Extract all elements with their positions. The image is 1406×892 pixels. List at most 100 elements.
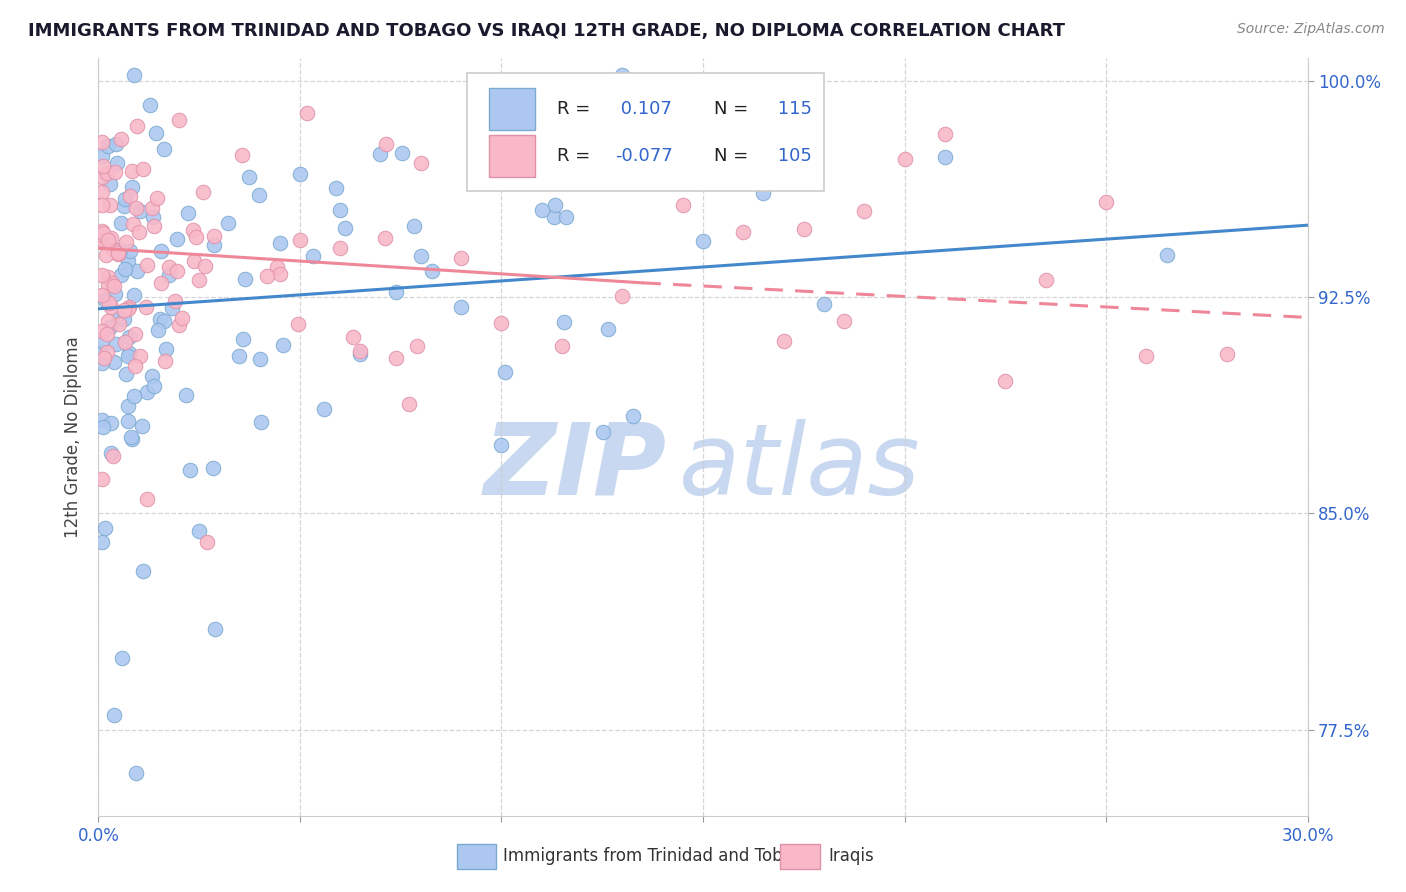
Point	[157, 268, 180, 282]
Point	[107, 245, 129, 260]
Point	[94, 521, 117, 535]
Point	[93, 351, 115, 365]
Point	[110, 268, 132, 283]
Point	[91, 288, 114, 302]
Point	[121, 432, 143, 446]
Point	[91, 232, 114, 246]
Point	[551, 339, 574, 353]
Point	[409, 156, 432, 170]
Point	[97, 139, 120, 153]
Point	[893, 153, 915, 167]
Point	[160, 301, 183, 316]
Point	[125, 201, 148, 215]
Text: R =: R =	[557, 147, 596, 165]
Point	[135, 258, 157, 272]
Text: -0.077: -0.077	[614, 147, 672, 165]
Point	[118, 300, 141, 314]
Point	[117, 414, 139, 428]
Point	[148, 323, 170, 337]
Point	[91, 224, 114, 238]
Point	[349, 347, 371, 361]
Point	[112, 199, 135, 213]
Point	[934, 150, 956, 164]
Point	[103, 279, 125, 293]
FancyBboxPatch shape	[489, 136, 534, 177]
Point	[166, 263, 188, 277]
Point	[181, 223, 204, 237]
Point	[96, 233, 118, 247]
Point	[592, 425, 614, 439]
Point	[288, 167, 311, 181]
Point	[374, 136, 396, 151]
Point	[153, 353, 176, 368]
Point	[612, 68, 634, 82]
Point	[114, 262, 136, 277]
Point	[128, 225, 150, 239]
Point	[402, 219, 425, 233]
Point	[692, 234, 714, 248]
Point	[1095, 194, 1118, 209]
Point	[491, 316, 513, 330]
Point	[325, 181, 347, 195]
Point	[96, 248, 118, 262]
Point	[135, 491, 157, 506]
Point	[124, 327, 146, 342]
Point	[91, 355, 114, 369]
Point	[271, 338, 294, 352]
Point	[329, 202, 352, 217]
Point	[91, 135, 114, 149]
Text: atlas: atlas	[679, 419, 921, 516]
Point	[183, 253, 205, 268]
Point	[121, 163, 143, 178]
Point	[104, 286, 127, 301]
Point	[169, 112, 191, 127]
Point	[124, 68, 146, 82]
Point	[994, 374, 1017, 388]
Point	[100, 300, 122, 314]
Point	[621, 409, 644, 424]
Point	[266, 260, 288, 274]
Point	[155, 342, 177, 356]
Point	[97, 269, 120, 284]
Point	[101, 242, 124, 256]
Point	[853, 204, 876, 219]
Point	[934, 127, 956, 141]
Point	[146, 191, 169, 205]
Point	[233, 271, 256, 285]
Point	[152, 313, 174, 327]
Point	[398, 397, 420, 411]
Point	[91, 185, 114, 199]
Point	[204, 238, 226, 252]
Point	[118, 345, 141, 359]
Point	[228, 349, 250, 363]
Point	[100, 230, 122, 244]
Point	[114, 192, 136, 206]
Point	[97, 277, 120, 292]
Point	[105, 156, 128, 170]
Point	[128, 349, 150, 363]
Point	[598, 322, 620, 336]
Point	[117, 254, 139, 268]
Point	[117, 400, 139, 414]
Point	[110, 216, 132, 230]
Point	[141, 201, 163, 215]
Point	[120, 430, 142, 444]
Point	[94, 293, 117, 307]
Point	[391, 145, 413, 160]
Point	[256, 269, 278, 284]
Point	[100, 416, 122, 430]
Point	[91, 149, 114, 163]
Point	[544, 198, 567, 212]
Text: ZIP: ZIP	[484, 419, 666, 516]
Point	[91, 535, 114, 549]
Point	[269, 267, 291, 281]
Point	[150, 277, 173, 291]
Point	[187, 273, 209, 287]
Point	[132, 564, 155, 578]
Point	[125, 766, 148, 780]
Point	[103, 449, 125, 463]
Point	[555, 210, 578, 224]
Point	[1156, 248, 1178, 262]
Point	[112, 312, 135, 326]
Point	[184, 230, 207, 244]
